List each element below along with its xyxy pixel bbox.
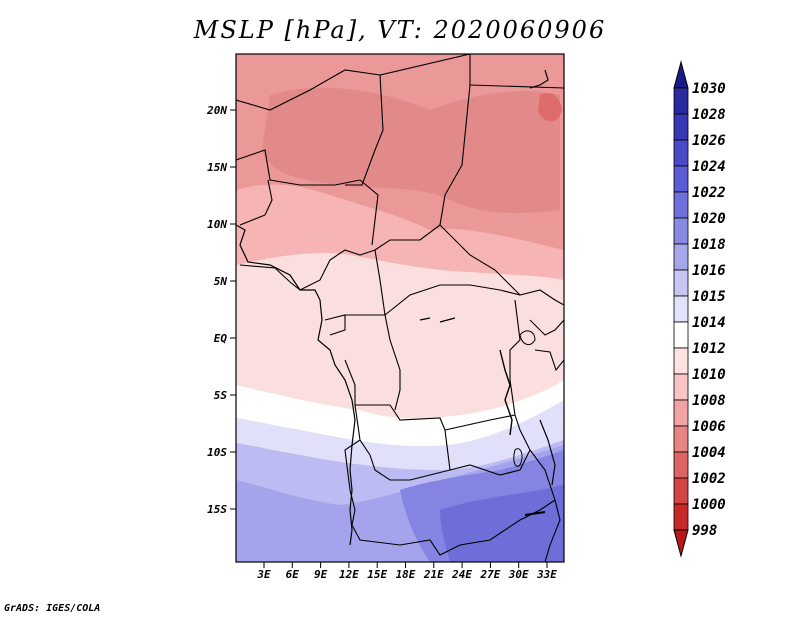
lon-label: 15E (367, 568, 387, 581)
lon-label: 27E (479, 568, 500, 581)
colorbar-top-arrow (673, 60, 689, 89)
colorbar-segment (673, 191, 689, 219)
colorbar-label: 1016 (692, 263, 726, 279)
lon-label: 30E (508, 568, 529, 581)
lon-label: 33E (536, 568, 557, 581)
lat-label: EQ (214, 332, 228, 345)
colorbar-label: 1030 (692, 81, 726, 97)
colorbar-label: 1026 (692, 133, 726, 149)
map-frame (235, 53, 565, 563)
colorbar-segment (673, 477, 689, 505)
colorbar-label: 1004 (692, 445, 726, 461)
colorbar-segment (673, 87, 689, 115)
pressure-field (236, 54, 564, 562)
lat-label: 5S (214, 389, 228, 402)
colorbar-segment (673, 217, 689, 245)
band-1014 (236, 380, 564, 447)
lon-label: 18E (396, 568, 416, 581)
colorbar-label: 1018 (692, 237, 726, 253)
band-1022 (440, 484, 564, 562)
band-1015 (236, 400, 564, 470)
colorbar-label: 1012 (692, 341, 726, 357)
colorbar: 1030 1028 1026 1024 1022 1020 1018 1016 1015 1014… (673, 60, 726, 558)
colorbar-segment (673, 425, 689, 453)
band-1004-spot (538, 93, 562, 122)
colorbar-segment (673, 113, 689, 141)
colorbar-segment (673, 243, 689, 271)
colorbar-segment (673, 451, 689, 479)
colorbar-label: 1028 (692, 107, 726, 123)
lon-label: 6E (286, 568, 300, 581)
colorbar-bottom-arrow (673, 529, 689, 558)
colorbar-label: 1022 (692, 185, 726, 201)
colorbar-label: 1014 (692, 315, 726, 331)
colorbar-label: 1020 (692, 211, 726, 227)
colorbar-segment (673, 139, 689, 167)
colorbar-label: 1010 (692, 367, 726, 383)
colorbar-segment (673, 321, 689, 349)
map-title: MSLP [hPa], VT: 2020060906 (193, 16, 607, 44)
colorbar-segment (673, 399, 689, 427)
lat-label: 5N (214, 275, 228, 288)
lat-label: 10S (207, 446, 227, 459)
credit-label: GrADS: IGES/COLA (4, 603, 101, 614)
colorbar-label: 1000 (692, 497, 726, 513)
colorbar-label: 1008 (692, 393, 726, 409)
lat-label: 15N (207, 161, 227, 174)
latitude-axis: 20N 15N 10N 5N EQ 5S 10S 15S (206, 104, 236, 516)
colorbar-label: 1015 (692, 289, 726, 305)
band-1012 (236, 253, 564, 419)
colorbar-segment (673, 373, 689, 401)
lon-label: 21E (423, 568, 444, 581)
colorbar-label: 1002 (692, 471, 726, 487)
colorbar-label: 998 (692, 523, 717, 539)
lon-label: 3E (256, 568, 271, 581)
lat-label: 10N (207, 218, 227, 231)
lon-label: 9E (314, 568, 328, 581)
colorbar-segment (673, 503, 689, 531)
colorbar-segment (673, 165, 689, 193)
longitude-axis: 3E 6E 9E 12E 15E 18E 21E 24E 27E 30E 33E (256, 562, 557, 581)
coastline (236, 69, 556, 546)
lat-label: 15S (207, 503, 227, 516)
lon-label: 12E (339, 568, 359, 581)
country-borders (236, 54, 564, 562)
colorbar-segment (673, 347, 689, 375)
colorbar-label: 1024 (692, 159, 726, 175)
colorbar-segment (673, 295, 689, 323)
band-1006-core (262, 87, 560, 213)
lon-label: 24E (451, 568, 472, 581)
colorbar-segment (673, 269, 689, 297)
colorbar-label: 1006 (692, 419, 726, 435)
lat-label: 20N (206, 104, 227, 117)
